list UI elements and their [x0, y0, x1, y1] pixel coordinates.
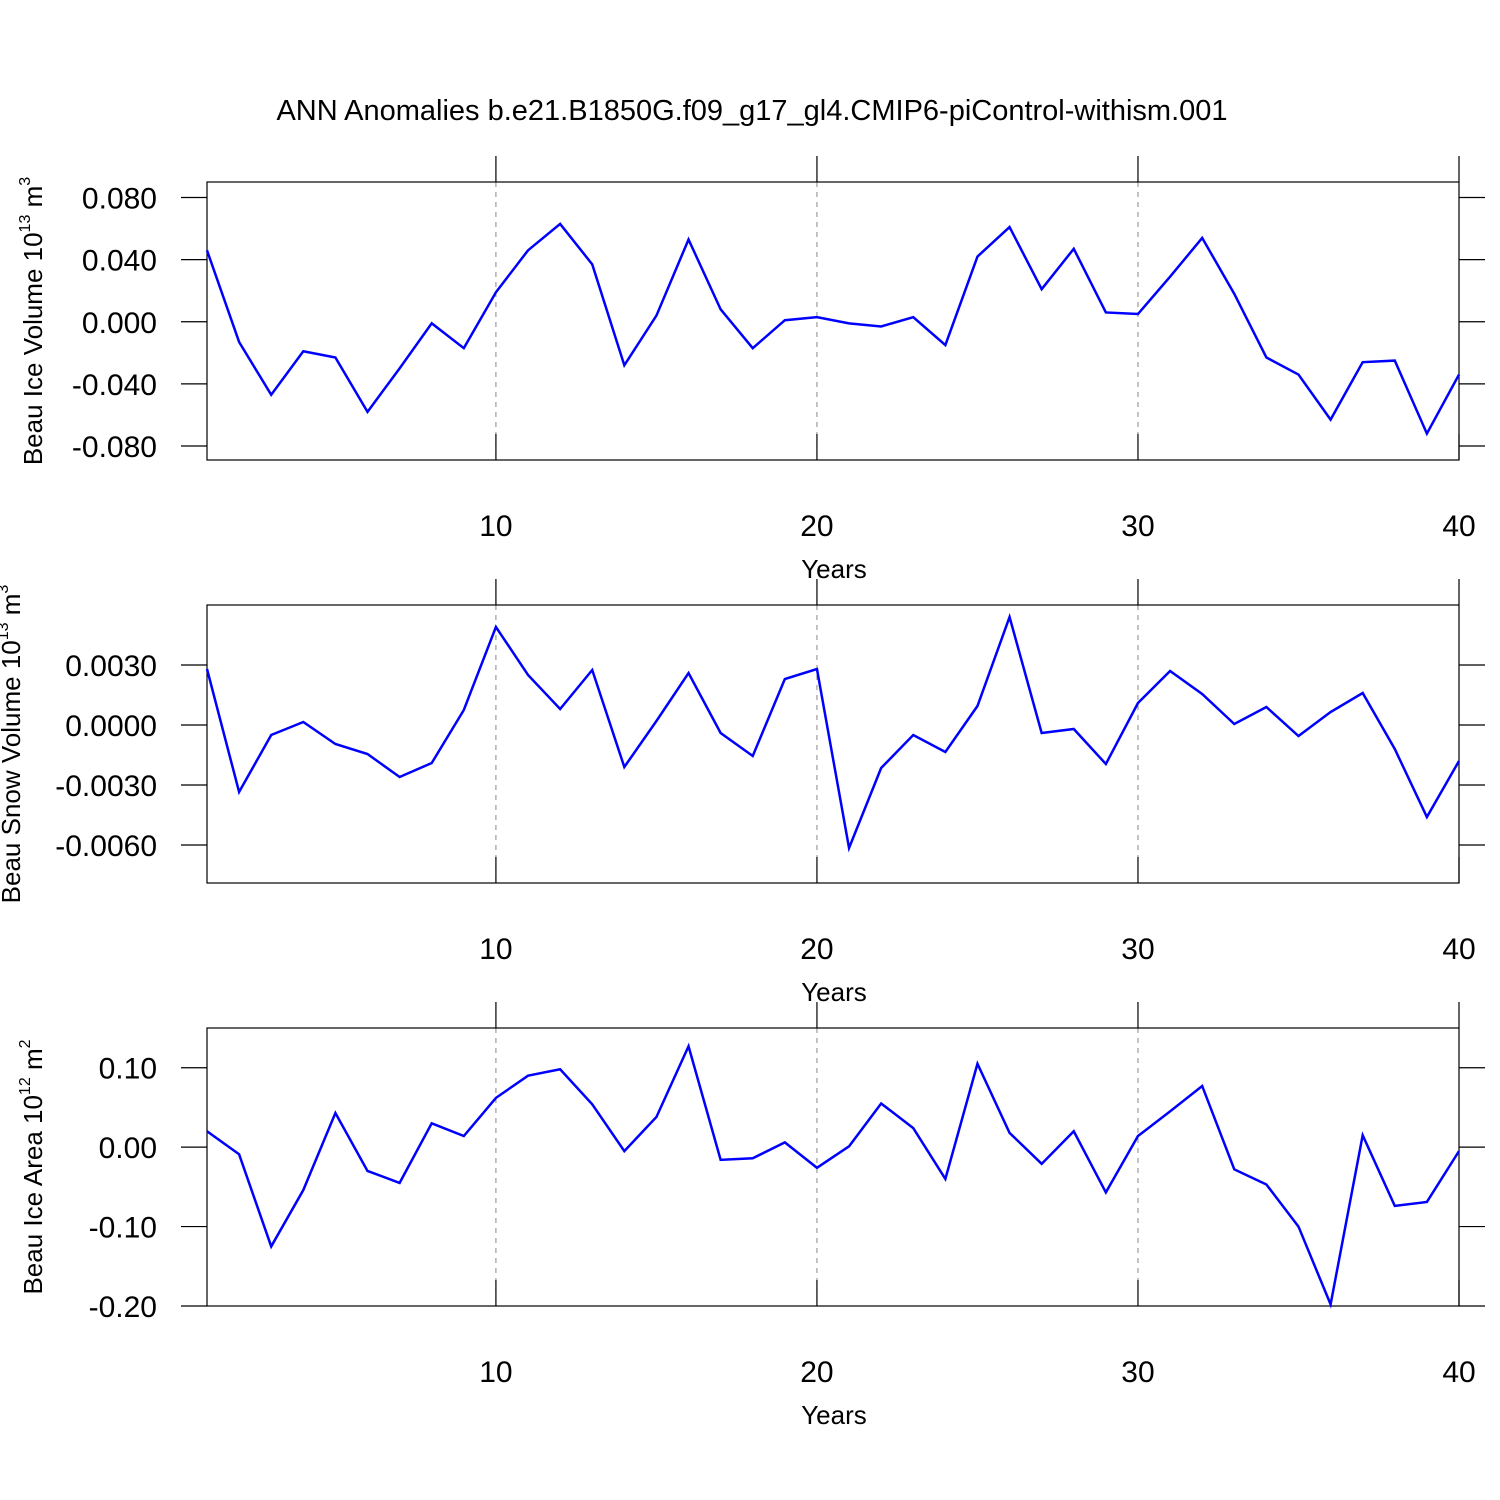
x-tick-label: 20 — [800, 1356, 833, 1389]
x-tick-label: 40 — [1442, 510, 1475, 543]
x-axis-label: Years — [801, 977, 867, 1007]
x-tick-label: 40 — [1442, 1356, 1475, 1389]
data-line — [205, 222, 1461, 437]
y-label-part: m — [18, 186, 48, 215]
y-tick-label: -0.20 — [89, 1291, 157, 1324]
y-tick-label: 0.080 — [82, 183, 157, 216]
y-axis-label: Beau Ice Area 1012 m2 — [17, 1039, 48, 1294]
y-tick-label: -0.080 — [72, 431, 157, 464]
data-line — [205, 612, 1461, 853]
y-label-part: 3 — [17, 177, 34, 186]
y-tick-label: -0.10 — [89, 1212, 157, 1245]
x-tick-label: 10 — [479, 933, 512, 966]
x-tick-label: 20 — [800, 933, 833, 966]
y-label-part: 13 — [17, 215, 34, 233]
x-tick-label: 40 — [1442, 933, 1475, 966]
chart-title: ANN Anomalies b.e21.B1850G.f09_g17_gl4.C… — [276, 95, 1227, 127]
x-axis-label: Years — [801, 554, 867, 584]
data-line — [206, 1042, 1461, 1309]
y-label-part: m — [0, 594, 26, 623]
y-label-part: 13 — [0, 622, 12, 640]
y-label-part: m — [18, 1048, 48, 1077]
y-tick-label: 0.00 — [99, 1132, 157, 1165]
x-tick-label: 20 — [800, 510, 833, 543]
plot-frame — [206, 181, 1460, 461]
y-tick-label: 0.000 — [82, 307, 157, 340]
y-tick-label: -0.040 — [72, 369, 157, 402]
y-label-part: 2 — [17, 1039, 34, 1048]
y-axis-label: Beau Snow Volume 1013 m3 — [0, 585, 26, 904]
y-tick-label: 0.0030 — [65, 650, 157, 683]
x-tick-label: 30 — [1121, 510, 1154, 543]
y-label-part: Beau Ice Volume 10 — [18, 232, 48, 465]
plot-frame — [206, 604, 1460, 884]
y-tick-label: -0.0060 — [55, 830, 157, 863]
x-tick-label: 10 — [479, 1356, 512, 1389]
y-label-part: Beau Ice Area 10 — [18, 1095, 48, 1294]
y-tick-label: -0.0030 — [55, 770, 157, 803]
y-axis-label: Beau Ice Volume 1013 m3 — [17, 177, 48, 465]
y-tick-label: 0.040 — [82, 245, 157, 278]
y-tick-label: 0.0000 — [65, 710, 157, 743]
y-label-part: 12 — [17, 1077, 34, 1095]
x-tick-label: 10 — [479, 510, 512, 543]
plot-frame — [206, 1027, 1460, 1307]
x-tick-label: 30 — [1121, 1356, 1154, 1389]
y-label-part: Beau Snow Volume 10 — [0, 640, 26, 903]
x-axis-label: Years — [801, 1400, 867, 1430]
y-label-part: 3 — [0, 585, 12, 594]
x-tick-label: 30 — [1121, 933, 1154, 966]
y-tick-label: 0.10 — [99, 1053, 157, 1086]
